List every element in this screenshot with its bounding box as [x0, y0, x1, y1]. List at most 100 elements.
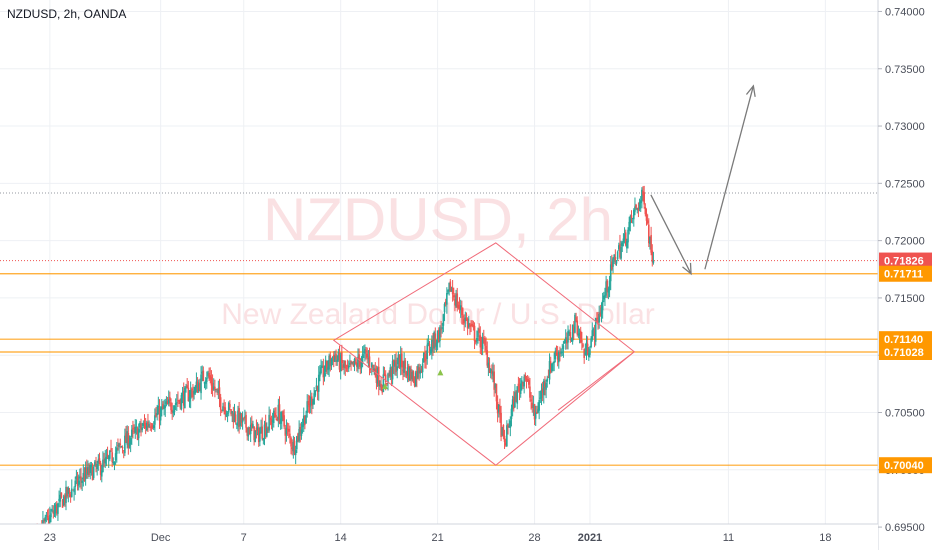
candle-body	[506, 425, 508, 447]
candle-body	[387, 373, 389, 383]
candle-body	[562, 345, 565, 350]
candle-body	[275, 414, 277, 417]
candle-body	[585, 342, 588, 355]
candle-body	[289, 433, 291, 437]
candle-body	[300, 429, 303, 436]
candle-body	[604, 295, 606, 298]
candle-body	[503, 435, 506, 442]
candle-body	[650, 234, 652, 253]
candle-body	[480, 344, 483, 347]
candle-body	[521, 380, 523, 384]
candle-body	[245, 414, 247, 428]
candle-body	[369, 368, 372, 370]
candle-body	[292, 441, 295, 452]
candle-body	[79, 476, 81, 479]
candle-body	[403, 361, 405, 373]
candle-body	[173, 405, 176, 413]
candle-body	[154, 415, 156, 425]
signal-marker	[437, 369, 444, 376]
candle-body	[578, 332, 581, 337]
candle-body	[377, 366, 380, 387]
candle-body	[557, 351, 560, 363]
candle-body	[232, 413, 235, 423]
candle-body	[495, 383, 498, 402]
candle-body	[549, 361, 552, 373]
candle-body	[584, 352, 587, 356]
candle-body	[133, 430, 135, 432]
candle-body	[455, 295, 457, 307]
time-axis[interactable]: 23 Dec 7 14 21 28 2021 11 18	[0, 523, 878, 550]
candle-body	[593, 330, 596, 340]
candle-body	[367, 358, 370, 360]
candle-body	[454, 298, 456, 306]
candle-body	[547, 376, 550, 378]
candle-body	[357, 356, 359, 369]
candle-body	[293, 440, 296, 454]
candle-body	[277, 404, 280, 420]
candle-body	[648, 224, 650, 244]
candle-body	[441, 327, 444, 329]
candle-body	[372, 364, 374, 369]
price-tick-label: 0.71500	[885, 293, 925, 305]
candle-body	[589, 349, 591, 355]
candle-body	[134, 426, 137, 433]
candle-body	[143, 422, 146, 424]
candle-body	[652, 261, 655, 263]
candle-body	[384, 374, 387, 383]
candle-body	[334, 355, 336, 362]
candle-body	[249, 424, 252, 435]
price-tick-label: 0.72000	[885, 236, 925, 248]
level-badge	[879, 457, 932, 474]
candle-body	[366, 353, 369, 358]
diamond-extension	[557, 351, 635, 411]
candle-body	[185, 386, 187, 388]
candle-body	[600, 307, 603, 314]
candle-body	[96, 463, 98, 469]
candle-body	[130, 429, 133, 438]
candle-body	[167, 399, 170, 404]
candle-body	[537, 409, 539, 413]
candle-body	[440, 329, 442, 331]
candle-body	[567, 331, 569, 343]
candles	[0, 185, 655, 555]
candle-body	[209, 375, 212, 380]
candle-body	[264, 422, 267, 435]
candle-body	[330, 358, 333, 367]
candle-body	[301, 424, 304, 428]
candle-body	[241, 417, 244, 423]
candle-body	[641, 189, 643, 201]
candle-body	[452, 295, 455, 298]
candle-body	[44, 516, 47, 522]
candle-body	[376, 368, 379, 384]
candle-body	[46, 516, 49, 518]
arrow-head-down	[682, 262, 692, 276]
candle-body	[124, 435, 126, 454]
candle-body	[80, 476, 82, 481]
candle-body	[477, 331, 479, 337]
candle-body	[109, 450, 111, 459]
price-tick-label: 0.70500	[885, 408, 925, 420]
price-axis[interactable]: 0.74000 0.73500 0.73000 0.72500 0.72000 0.715…	[877, 0, 932, 550]
candle-body	[564, 337, 567, 344]
level-label: 0.70040	[884, 460, 924, 472]
candle-body	[568, 331, 570, 334]
grid	[0, 0, 878, 528]
candle-body	[306, 401, 309, 413]
candle-body	[488, 365, 491, 374]
candle-body	[574, 314, 576, 333]
candle-body	[127, 433, 130, 448]
candle-body	[74, 480, 77, 488]
candle-body	[450, 289, 453, 292]
candle-body	[352, 361, 355, 366]
candle-body	[145, 422, 148, 431]
candle-body	[65, 486, 67, 504]
candle-body	[45, 515, 48, 517]
candle-body	[315, 385, 318, 390]
candle-body	[396, 366, 399, 371]
candle-body	[312, 401, 314, 405]
candle-body	[444, 301, 447, 304]
candle-body	[114, 453, 117, 461]
candle-body	[471, 323, 474, 326]
candle-body	[346, 365, 349, 367]
